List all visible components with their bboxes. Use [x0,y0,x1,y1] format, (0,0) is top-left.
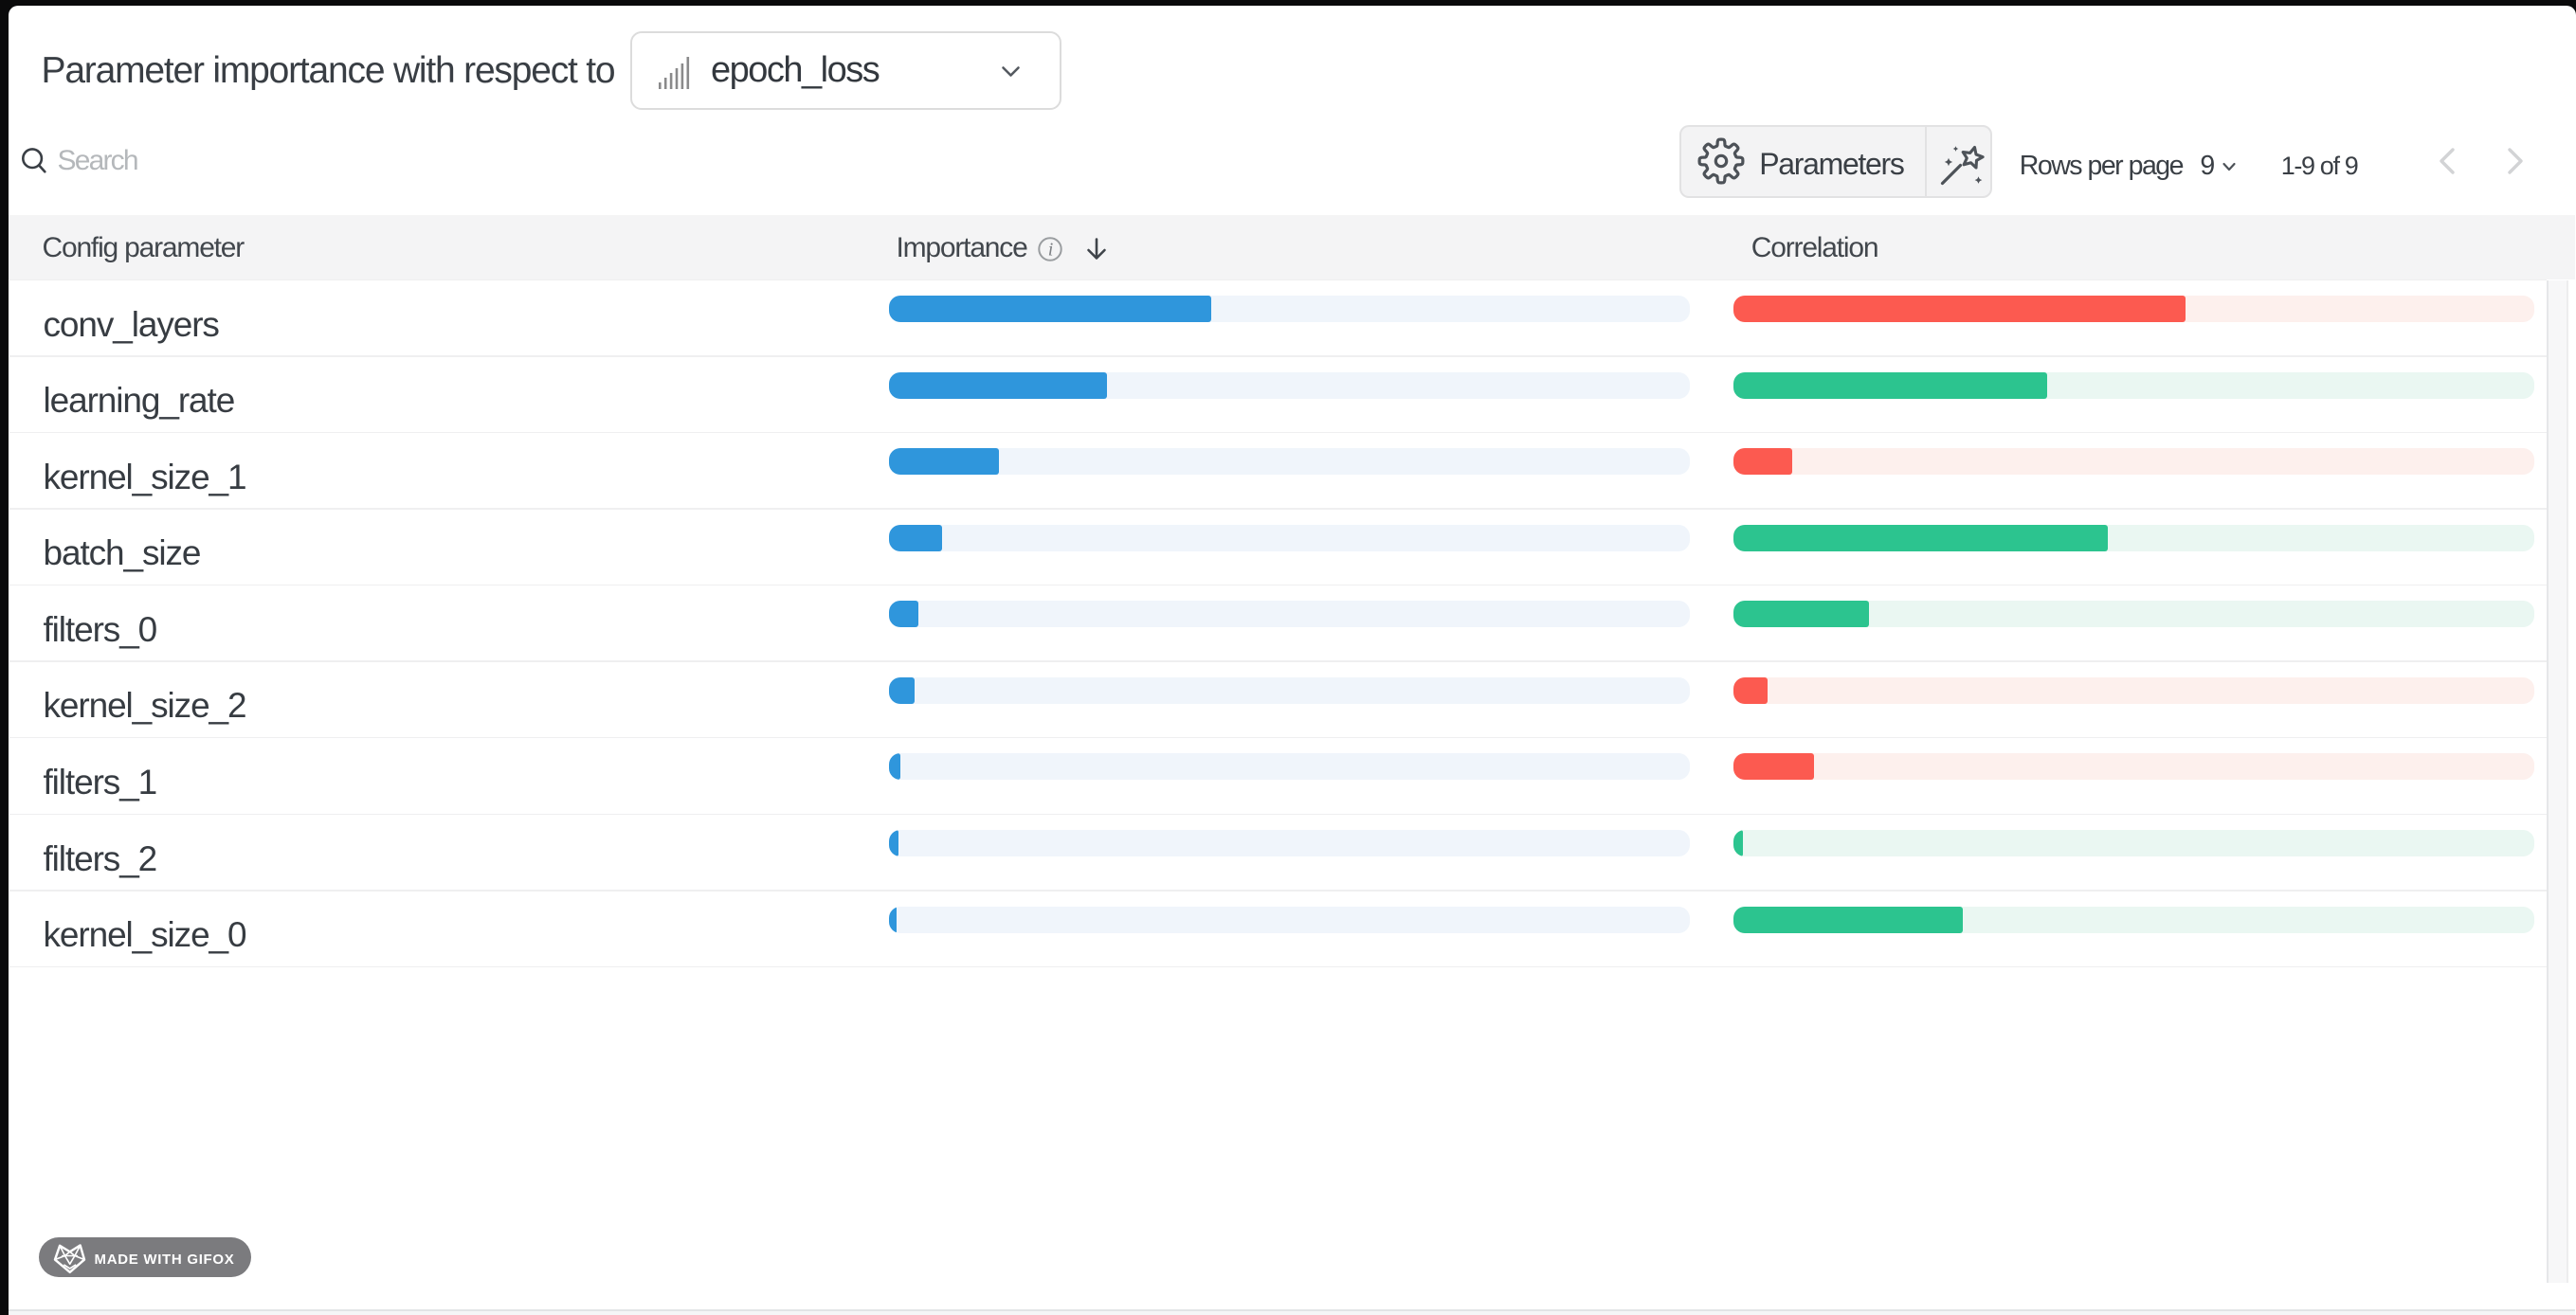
svg-text:i: i [1048,240,1054,261]
